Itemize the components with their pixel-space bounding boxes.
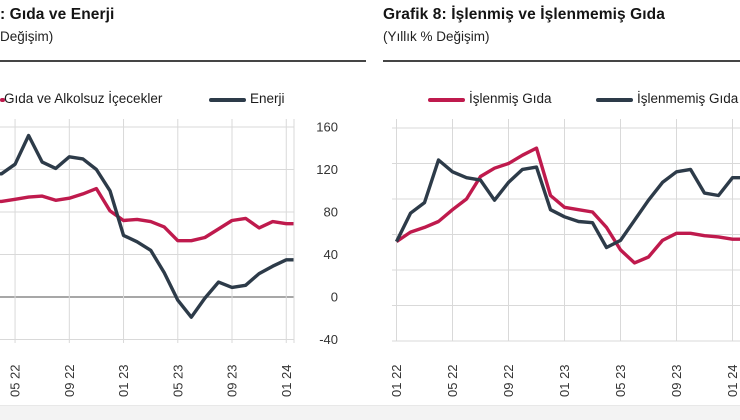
series-line-g-da-ve-alkolsuz-i-ecekler <box>0 186 294 243</box>
series-line-i-lenmemi-g-da <box>394 158 740 250</box>
x-tick-label: 01 22 <box>389 364 404 397</box>
left-chart-subtitle: Değişim) <box>0 29 54 44</box>
page-footer-band <box>0 405 740 420</box>
x-tick-label: 09 22 <box>62 364 77 397</box>
x-tick-label: 05 23 <box>170 364 185 397</box>
legend-label-unprocessed: İşlenmemiş Gıda <box>637 91 739 106</box>
legend-label-processed: İşlenmiş Gıda <box>469 91 552 106</box>
right-title-rule <box>383 60 740 62</box>
series-line-i-lenmi-g-da <box>395 146 740 265</box>
y-tick-label: 40 <box>324 247 338 262</box>
y-tick-label: 80 <box>324 205 338 220</box>
legend-marker-energy <box>209 98 246 102</box>
x-tick-label: 01 23 <box>557 364 572 397</box>
x-tick-label: 09 23 <box>225 364 240 397</box>
x-tick-label: 01 24 <box>279 364 294 397</box>
legend-marker-food-clipped <box>0 98 5 102</box>
x-tick-label: 05 23 <box>613 364 628 397</box>
x-tick-label: 05 22 <box>8 364 23 397</box>
legend-marker-unprocessed <box>596 98 633 102</box>
x-tick-label: 01 24 <box>725 364 740 397</box>
x-tick-label: 09 23 <box>669 364 684 397</box>
legend-marker-processed <box>428 98 465 102</box>
x-tick-label: 09 22 <box>501 364 516 397</box>
legend-label-food: Gıda ve Alkolsuz İçecekler <box>4 91 163 106</box>
left-chart-title: : Gıda ve Enerji <box>0 6 115 23</box>
y-tick-label: 0 <box>331 290 338 305</box>
y-tick-label: -40 <box>319 332 338 347</box>
right-chart-subtitle: (Yıllık % Değişim) <box>383 29 490 44</box>
legend-label-energy: Enerji <box>250 91 285 106</box>
processed-unprocessed-line-chart: 01 22 05 22 09 22 01 23 05 23 09 23 01 24 <box>389 119 740 397</box>
food-energy-line-chart: 05 22 09 22 01 23 05 23 09 23 01 24 160 120 80 40… <box>0 119 338 397</box>
y-tick-label: 120 <box>316 162 338 177</box>
x-tick-label: 01 23 <box>116 364 131 397</box>
x-tick-label: 05 22 <box>445 364 460 397</box>
right-chart-title: Grafik 8: İşlenmiş ve İşlenmemiş Gıda <box>383 6 665 23</box>
left-title-rule <box>0 60 366 62</box>
series-line-enerji <box>0 133 294 319</box>
y-tick-label: 160 <box>316 120 338 135</box>
